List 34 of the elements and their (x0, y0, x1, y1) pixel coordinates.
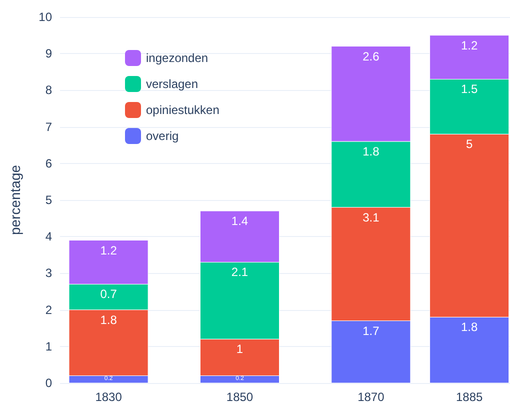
legend-label: opiniestukken (146, 103, 220, 117)
data-label: 1.2 (100, 243, 118, 258)
x-tick-label: 1870 (358, 390, 385, 403)
y-tick-label: 7 (45, 120, 52, 134)
legend-label: ingezonden (146, 51, 208, 65)
y-tick-label: 1 (45, 339, 52, 354)
x-tick-label: 1830 (95, 390, 122, 403)
legend-label: verslagen (146, 77, 198, 91)
y-tick-label: 2 (45, 302, 52, 317)
data-label: 1.4 (231, 214, 248, 228)
y-tick-label: 10 (38, 10, 52, 24)
data-label: 1.7 (362, 324, 380, 338)
y-tick-label: 4 (45, 230, 52, 244)
y-tick-label: 6 (45, 156, 52, 170)
data-label: 1.8 (100, 312, 118, 327)
y-axis-title: percentage (7, 164, 23, 236)
data-label: 1.5 (460, 82, 478, 96)
x-tick-label: 1885 (456, 390, 483, 403)
y-tick-label: 8 (45, 83, 52, 98)
data-label: 5 (466, 137, 473, 152)
data-label: 1 (236, 342, 244, 356)
data-label: 1.8 (362, 144, 380, 158)
y-tick-label: 5 (45, 193, 52, 207)
y-tick-label: 3 (45, 266, 52, 280)
data-label: 2.1 (231, 265, 248, 280)
y-tick-label: 0 (45, 376, 52, 390)
legend-label: overig (146, 129, 179, 143)
data-label: 3.1 (362, 210, 380, 224)
data-label: 0.7 (100, 287, 118, 302)
data-label: 1.8 (460, 320, 478, 334)
y-tick-label: 9 (45, 46, 52, 61)
data-label: 2.6 (362, 49, 380, 64)
x-tick-label: 1850 (226, 390, 254, 403)
data-label: 1.2 (460, 38, 478, 52)
